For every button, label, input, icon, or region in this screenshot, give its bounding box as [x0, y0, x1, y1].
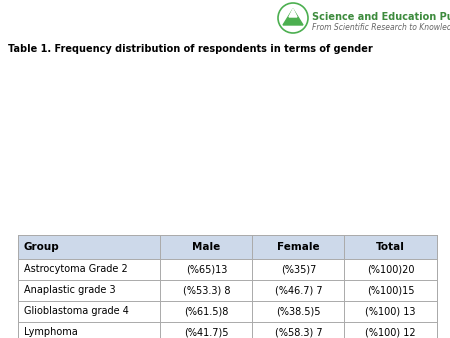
- Text: (%100) 12: (%100) 12: [365, 328, 416, 337]
- Text: (%100)15: (%100)15: [367, 285, 414, 295]
- Polygon shape: [283, 9, 303, 25]
- Text: (%65)13: (%65)13: [186, 264, 227, 274]
- Text: Female: Female: [277, 242, 320, 252]
- Text: (%100) 13: (%100) 13: [365, 307, 416, 316]
- Text: (%61.5)8: (%61.5)8: [184, 307, 229, 316]
- Bar: [18, 235, 436, 259]
- Text: Anaplastic grade 3: Anaplastic grade 3: [24, 285, 116, 295]
- Text: (%100)20: (%100)20: [367, 264, 414, 274]
- Text: Science and Education Publishing: Science and Education Publishing: [312, 12, 450, 22]
- Polygon shape: [289, 9, 297, 17]
- Text: (%41.7)5: (%41.7)5: [184, 328, 229, 337]
- Text: (%58.3) 7: (%58.3) 7: [274, 328, 322, 337]
- Text: Table 1. Frequency distribution of respondents in terms of gender: Table 1. Frequency distribution of respo…: [8, 44, 373, 54]
- Text: Glioblastoma grade 4: Glioblastoma grade 4: [24, 307, 129, 316]
- Text: (%46.7) 7: (%46.7) 7: [274, 285, 322, 295]
- Text: Male: Male: [192, 242, 220, 252]
- Text: Lymphoma: Lymphoma: [24, 328, 78, 337]
- Text: Total: Total: [376, 242, 405, 252]
- Text: (%35)7: (%35)7: [281, 264, 316, 274]
- Text: From Scientific Research to Knowledge: From Scientific Research to Knowledge: [312, 23, 450, 32]
- Text: (%38.5)5: (%38.5)5: [276, 307, 321, 316]
- Text: Group: Group: [24, 242, 60, 252]
- Text: Astrocytoma Grade 2: Astrocytoma Grade 2: [24, 264, 128, 274]
- Text: (%53.3) 8: (%53.3) 8: [183, 285, 230, 295]
- Bar: [18, 235, 436, 338]
